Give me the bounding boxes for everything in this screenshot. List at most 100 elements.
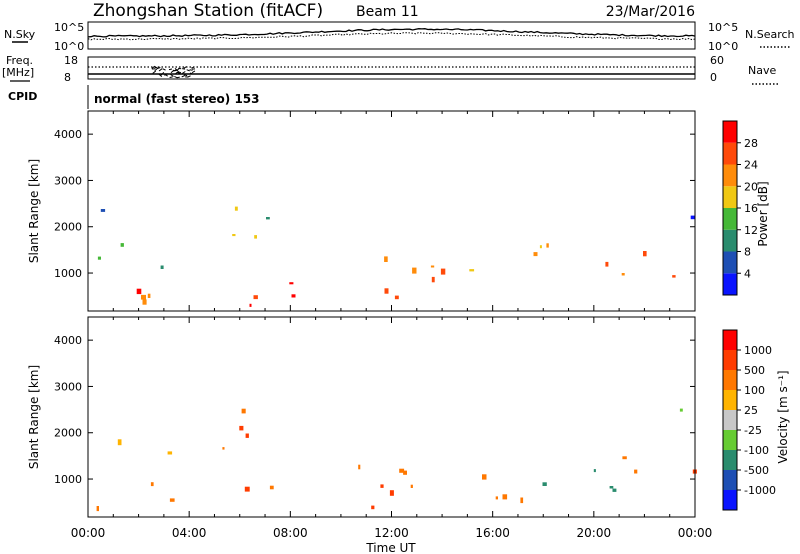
range-gate-cell <box>643 251 647 257</box>
nsearch-tick-bottom: 10^0 <box>708 40 738 53</box>
colorbar-swatch <box>723 330 737 350</box>
range-gate-cell <box>100 209 106 212</box>
power-colorbar: 4 8 12 16 20 24 28 <box>722 120 758 296</box>
colorbar-swatch <box>723 390 737 410</box>
range-gate-cell <box>241 408 246 414</box>
colorbar-tick-label: -25 <box>744 424 762 437</box>
colorbar-tick-label: 8 <box>744 246 751 259</box>
nsearch-trace <box>87 31 696 41</box>
x-tick-label: 20:00 <box>577 526 612 540</box>
range-gate-cell <box>245 433 249 438</box>
range-gate-cell <box>394 295 399 300</box>
range-gate-cell <box>96 506 99 512</box>
range-gate-cell <box>147 293 151 298</box>
colorbar-swatch <box>723 208 737 230</box>
range-gate-cell <box>520 497 524 504</box>
colorbar-tick-label: 4 <box>744 267 751 280</box>
range-gate-cell <box>389 490 394 496</box>
range-gate-cell <box>533 252 538 257</box>
colorbar-tick-label: 28 <box>744 137 758 150</box>
colorbar-swatch <box>723 410 737 430</box>
colorbar-tick-label: 16 <box>744 202 758 215</box>
range-gate-cell <box>253 295 258 300</box>
range-gate-cell <box>167 451 173 455</box>
colorbar-swatch <box>723 430 737 450</box>
range-gate-cell <box>679 408 683 412</box>
range-gate-cell <box>97 256 101 260</box>
colorbar-swatch <box>723 142 737 165</box>
range-gate-cell <box>142 299 147 305</box>
colorbar-tick-label: 100 <box>744 384 765 397</box>
colorbar-swatch <box>723 450 737 470</box>
nsky-tick-bottom: 10^0 <box>54 40 84 53</box>
nsearch-tick-top: 10^5 <box>708 21 738 34</box>
colorbar-swatch <box>723 251 737 274</box>
range-gate-cell <box>120 243 124 247</box>
colorbar-swatch <box>723 273 737 295</box>
y-tick-label: 4000 <box>54 334 82 347</box>
y-tick-label: 3000 <box>54 174 82 187</box>
colorbar-swatch <box>723 186 737 208</box>
nsky-tick-top: 10^5 <box>54 21 84 34</box>
range-gate-cell <box>690 215 695 220</box>
power-frame <box>87 110 696 312</box>
range-gate-cell <box>403 470 407 475</box>
nave-label: Nave <box>748 64 776 77</box>
range-gate-cell <box>542 482 547 486</box>
x-axis-label: Time UT <box>365 541 416 554</box>
x-tick-label: 00:00 <box>71 526 106 540</box>
range-gate-cell <box>289 282 294 285</box>
velocity-ylabel: Slant Range [km] <box>27 365 41 469</box>
range-gate-cell <box>672 275 676 278</box>
y-tick-label: 3000 <box>54 380 82 393</box>
velocity-axes: 1000 2000 3000 4000 <box>54 317 696 517</box>
colorbar-swatch <box>723 229 737 252</box>
colorbar-swatch <box>723 470 737 490</box>
velocity-colorbar: 1000 500 100 25 -25 -100 -500 -1000 <box>722 329 776 511</box>
freq-panel: Freq. [MHz] 18 8 60 0 Nave <box>2 54 778 85</box>
range-gate-cell <box>244 486 250 492</box>
x-tick-label: 16:00 <box>475 526 510 540</box>
velocity-scatter <box>96 408 697 512</box>
range-gate-cell <box>380 484 384 488</box>
range-gate-cell <box>440 268 446 275</box>
range-gate-cell <box>612 488 617 492</box>
range-gate-cell <box>430 265 435 268</box>
range-gate-cell <box>254 235 257 239</box>
power-axes: 1000 2000 3000 4000 <box>54 111 696 311</box>
freq-tick-top: 18 <box>64 54 78 67</box>
colorbar-tick-label: 25 <box>744 404 758 417</box>
range-gate-cell <box>358 464 361 470</box>
colorbar-swatch <box>723 164 737 187</box>
freq-label: Freq. <box>6 54 33 67</box>
y-tick-label: 1000 <box>54 473 82 486</box>
velocity-frame <box>87 316 696 518</box>
range-gate-cell <box>621 273 625 276</box>
range-gate-cell <box>269 485 274 490</box>
range-gate-cell <box>384 256 388 262</box>
range-gate-cell <box>605 261 609 267</box>
range-gate-cell <box>634 469 638 474</box>
x-tick-label: 08:00 <box>273 526 308 540</box>
range-gate-cell <box>249 303 252 307</box>
cpid-label: CPID <box>8 90 37 103</box>
colorbar-tick-label: 500 <box>744 364 765 377</box>
range-gate-cell <box>412 267 417 274</box>
power-scatter <box>97 206 695 307</box>
range-gate-cell <box>482 474 487 480</box>
nave-tick-top: 60 <box>710 54 724 67</box>
colorbar-tick-label: 1000 <box>744 344 772 357</box>
nsky-trace <box>87 28 696 38</box>
x-tick-labels: 00:00 04:00 08:00 12:00 16:00 20:00 00:00 <box>71 526 713 540</box>
nave-tick-bottom: 0 <box>710 71 717 84</box>
range-gate-cell <box>539 245 542 249</box>
range-gate-cell <box>160 265 164 269</box>
range-gate-cell <box>232 234 236 237</box>
cpid-text: normal (fast stereo) 153 <box>94 92 260 106</box>
range-gate-cell <box>371 505 375 510</box>
freq-noise-burst <box>151 65 196 79</box>
colorbar-swatch <box>723 121 737 143</box>
y-tick-label: 4000 <box>54 128 82 141</box>
colorbar-tick-label: 20 <box>744 180 758 193</box>
